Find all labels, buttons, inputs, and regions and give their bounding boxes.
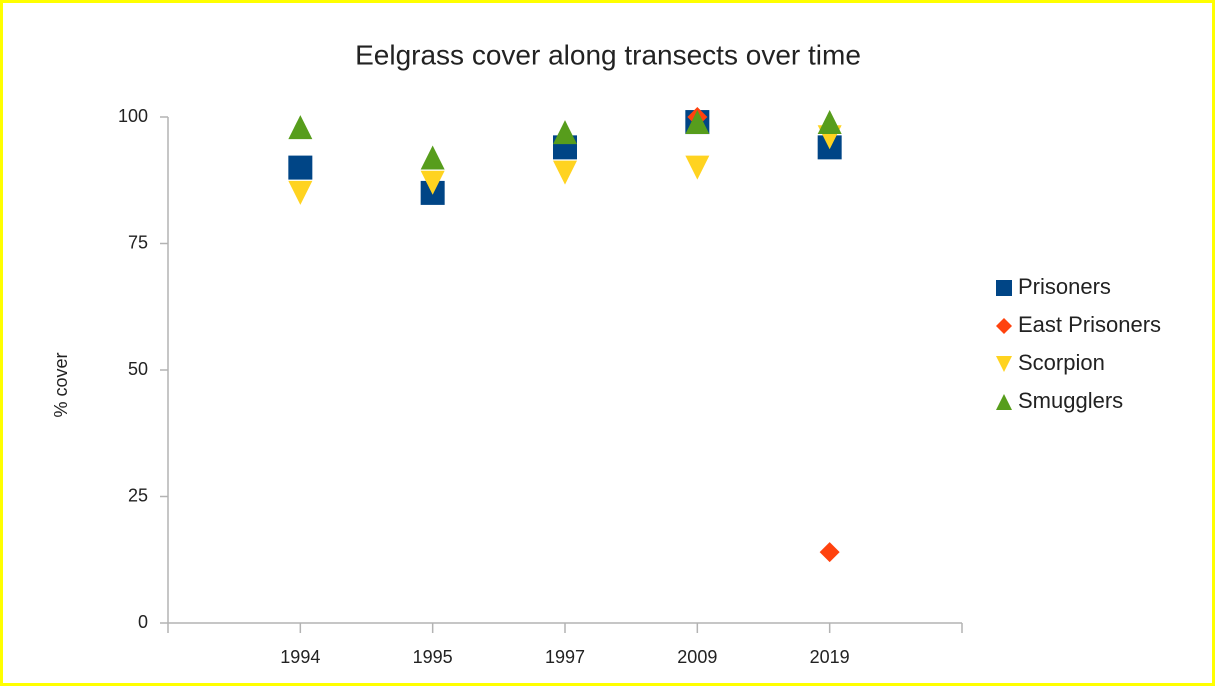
point xyxy=(420,145,445,170)
y-tick-label: 0 xyxy=(138,612,148,632)
y-tick-label: 25 xyxy=(128,485,148,505)
legend-marker xyxy=(996,356,1012,372)
x-tick-label: 1995 xyxy=(413,647,453,667)
point xyxy=(553,160,577,185)
legend-marker xyxy=(996,394,1012,410)
x-tick-label: 2019 xyxy=(810,647,850,667)
y-tick-label: 50 xyxy=(128,359,148,379)
point xyxy=(685,110,710,135)
y-tick-label: 100 xyxy=(118,106,148,126)
x-tick-label: 1997 xyxy=(545,647,585,667)
y-tick-label: 75 xyxy=(128,232,148,252)
legend-label: Scorpion xyxy=(1018,350,1105,375)
legend-marker xyxy=(996,318,1012,334)
legend-label: Smugglers xyxy=(1018,388,1123,413)
chart-title: Eelgrass cover along transects over time xyxy=(355,39,861,70)
legend-marker xyxy=(996,280,1012,296)
point xyxy=(817,110,842,135)
y-axis-label: % cover xyxy=(51,352,71,417)
point xyxy=(553,120,577,145)
point xyxy=(288,155,313,180)
point xyxy=(420,170,445,195)
point xyxy=(819,542,840,563)
x-tick-label: 2009 xyxy=(677,647,717,667)
x-tick-label: 1994 xyxy=(280,647,320,667)
point xyxy=(288,180,313,205)
point xyxy=(685,155,710,180)
legend-label: Prisoners xyxy=(1018,274,1111,299)
legend-label: East Prisoners xyxy=(1018,312,1161,337)
point xyxy=(288,115,313,140)
